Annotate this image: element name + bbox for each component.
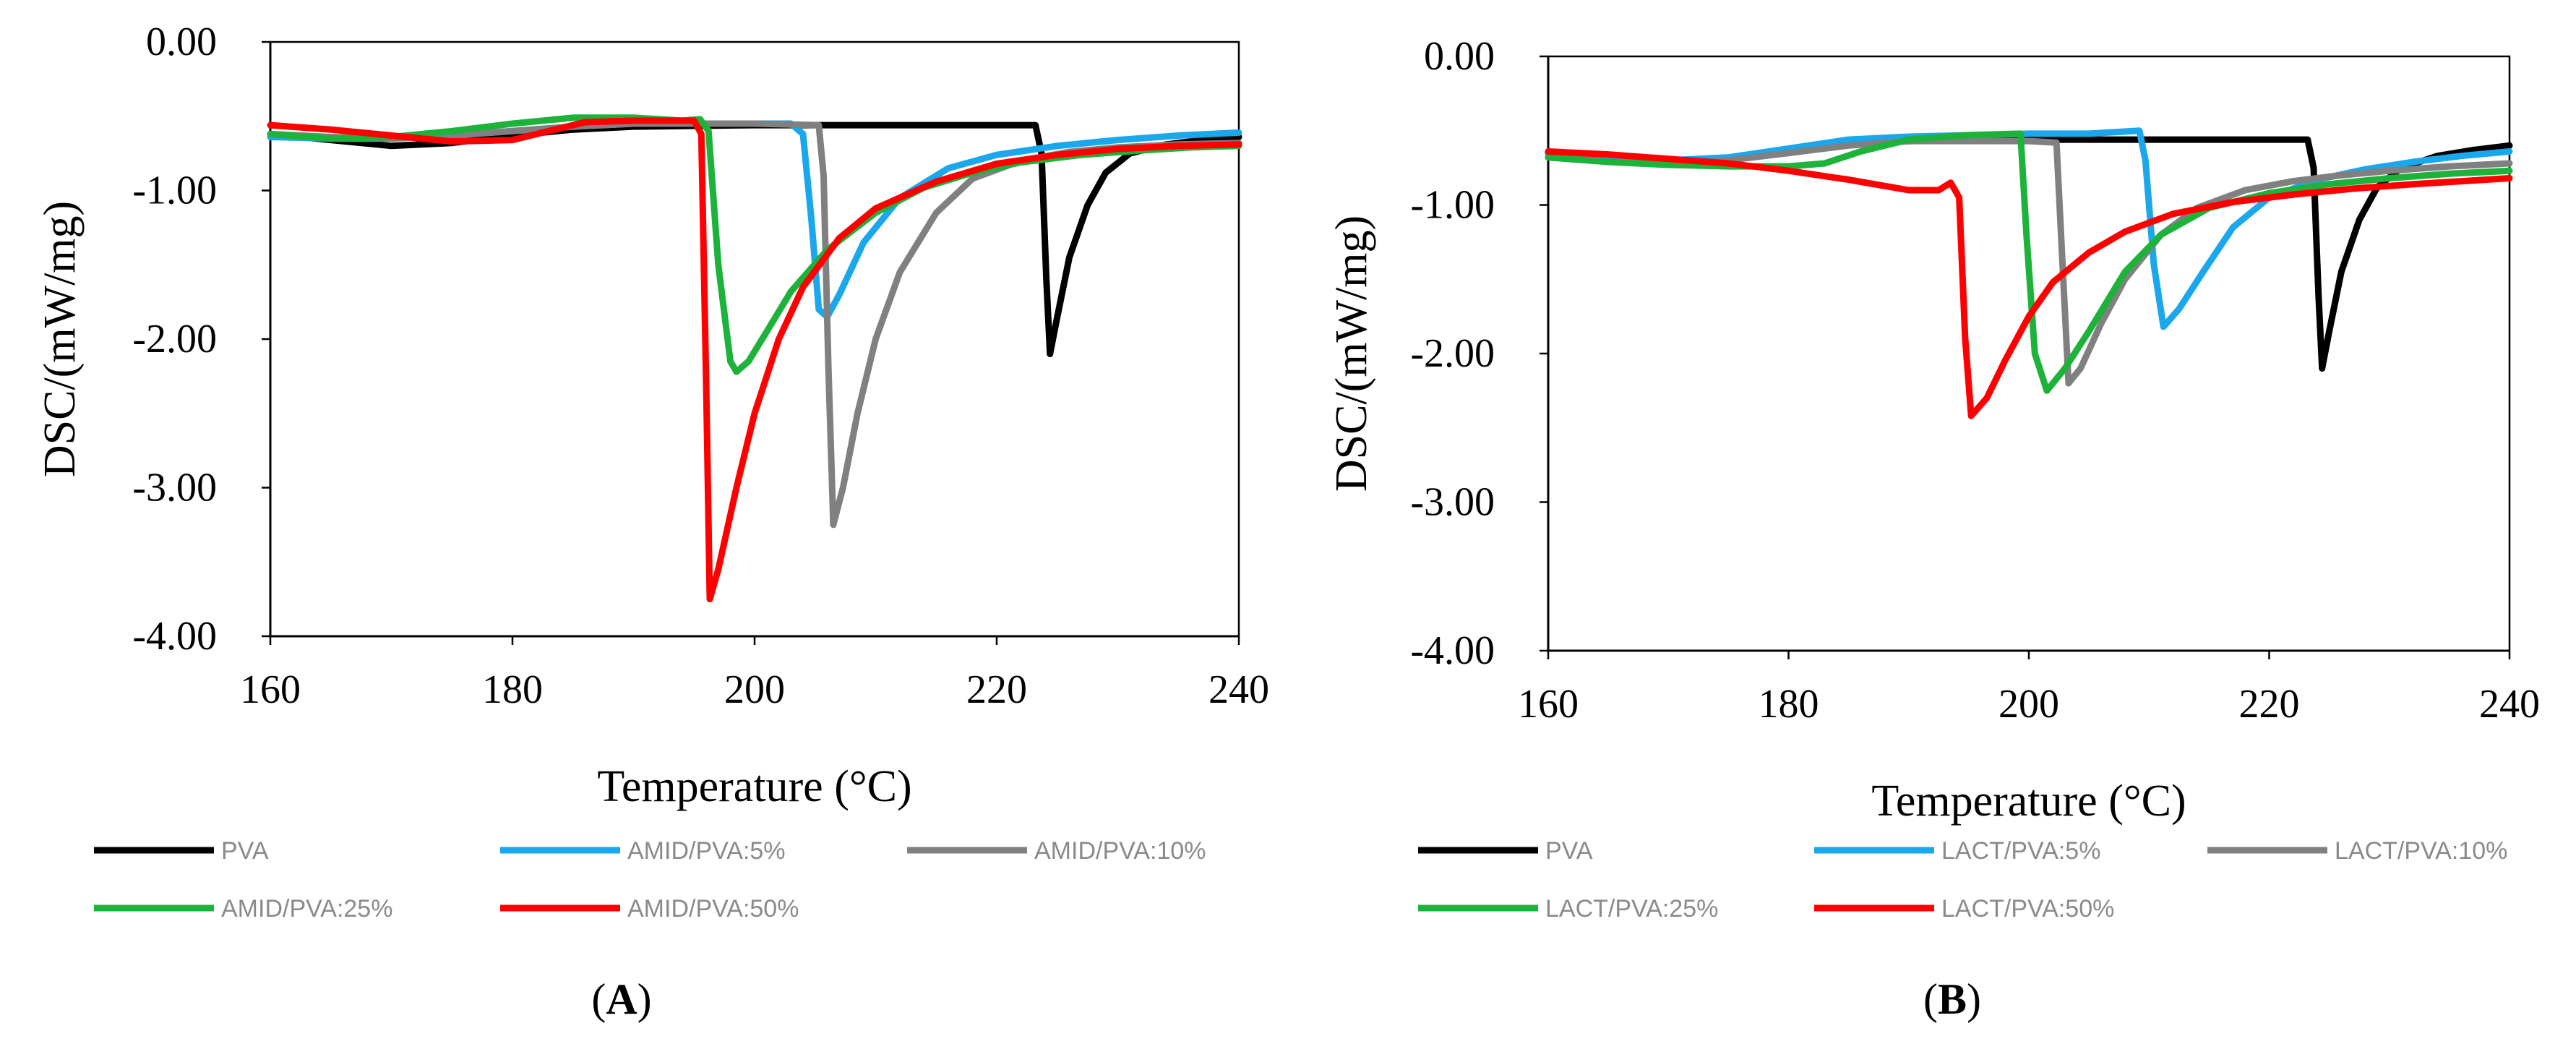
x-axis-title: Temperature (°C) [597,762,911,811]
y-ticks-a: 0.00 -1.00 -2.00 -3.00 -4.00 [132,20,270,659]
x-tick-label: 220 [2239,682,2300,727]
legend-label: AMID/PVA:50% [627,895,799,923]
chart-panel-a: 0.00 -1.00 -2.00 -3.00 -4.00 160 180 200… [35,20,1269,1023]
series-line-10pct [1545,137,2513,387]
y-axis-title: DSC/(mW/mg) [1327,215,1376,492]
legend-a: PVA AMID/PVA:5% AMID/PVA:10% AMID/PVA:25… [94,837,1206,923]
x-tick-label: 180 [482,667,543,712]
svg-text:(A): (A) [591,975,651,1023]
legend-item: AMID/PVA:5% [500,837,786,865]
svg-text:(B): (B) [1923,975,1981,1023]
panel-label-a: (A) [591,975,651,1023]
legend-b: PVA LACT/PVA:5% LACT/PVA:10% LACT/PVA:25… [1418,837,2507,923]
x-tick-label: 180 [1759,682,1819,727]
x-axis-title: Temperature (°C) [1871,776,2186,826]
series-line-50pct [1545,148,2513,419]
legend-item: AMID/PVA:25% [94,895,392,923]
legend-label: PVA [1545,837,1593,865]
panel-label-b: (B) [1923,975,1981,1023]
x-tick-label: 240 [1208,667,1269,712]
legend-item: LACT/PVA:50% [1814,895,2114,923]
y-tick-label: -4.00 [132,614,217,659]
legend-item: LACT/PVA:25% [1418,895,1718,923]
legend-item: AMID/PVA:50% [500,895,799,923]
x-tick-label: 160 [240,667,301,712]
legend-item: LACT/PVA:5% [1814,837,2100,865]
legend-label: LACT/PVA:25% [1545,895,1718,923]
legend-item: PVA [1418,837,1593,865]
x-tick-label: 240 [2479,682,2540,727]
y-tick-label: -2.00 [132,317,217,361]
x-tick-label: 200 [724,667,785,712]
legend-label: AMID/PVA:5% [627,837,786,865]
legend-item: AMID/PVA:10% [907,837,1206,865]
series-line-50pct [267,117,1242,603]
y-tick-label: -2.00 [1410,331,1495,376]
panel-letter: B [1938,975,1967,1023]
y-axis-title: DSC/(mW/mg) [35,201,85,477]
legend-label: LACT/PVA:5% [1941,837,2100,865]
legend-item: PVA [94,837,269,865]
legend-label: PVA [221,837,269,865]
legend-label: AMID/PVA:10% [1034,837,1206,865]
y-tick-label: -1.00 [1410,183,1495,228]
panel-letter: A [606,975,637,1023]
legend-label: LACT/PVA:50% [1941,895,2114,923]
y-tick-label: -3.00 [132,466,217,510]
x-ticks-b: 160 180 200 220 240 [1518,651,2540,727]
legend-item: LACT/PVA:10% [2207,837,2507,865]
y-tick-label: -4.00 [1410,628,1495,673]
series-lines-b [1545,127,2513,419]
x-tick-label: 220 [966,667,1027,712]
x-ticks-a: 160 180 200 220 240 [240,636,1269,712]
legend-label: AMID/PVA:25% [221,895,392,923]
series-lines-a [267,114,1242,603]
chart-panel-b: 0.00 -1.00 -2.00 -3.00 -4.00 160 180 200… [1327,34,2540,1023]
y-tick-label: 0.00 [146,20,217,64]
y-tick-label: -3.00 [1410,480,1495,525]
legend-label: LACT/PVA:10% [2335,837,2507,865]
x-tick-label: 160 [1518,682,1579,727]
y-ticks-b: 0.00 -1.00 -2.00 -3.00 -4.00 [1410,34,1548,673]
y-tick-label: -1.00 [132,168,217,213]
y-tick-label: 0.00 [1424,34,1495,79]
x-tick-label: 200 [1998,682,2059,727]
